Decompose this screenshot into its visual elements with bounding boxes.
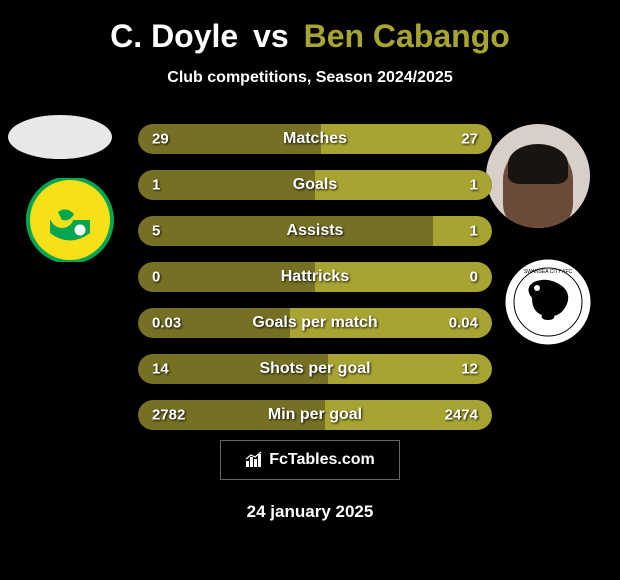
stat-value-left: 5 [152, 223, 160, 240]
stat-label: Matches [138, 130, 492, 148]
stat-label: Goals [138, 176, 492, 194]
stat-value-right: 0 [470, 269, 478, 286]
stat-row: Goals1 1 [138, 170, 492, 200]
stat-row: Assists5 1 [138, 216, 492, 246]
stat-value-right: 1 [470, 177, 478, 194]
title: C. Doyle vs Ben Cabango [10, 18, 610, 55]
comparison-card: C. Doyle vs Ben Cabango Club competition… [0, 0, 620, 580]
svg-text:SWANSEA CITY AFC: SWANSEA CITY AFC [524, 269, 573, 275]
vs-text: vs [253, 18, 289, 54]
stat-value-left: 2782 [152, 407, 185, 424]
stat-label: Goals per match [138, 314, 492, 332]
stat-row: Matches29 27 [138, 124, 492, 154]
stat-value-left: 29 [152, 131, 169, 148]
stat-value-left: 0.03 [152, 315, 181, 332]
stat-value-right: 0.04 [449, 315, 478, 332]
stat-value-left: 1 [152, 177, 160, 194]
stat-row: Goals per match0.03 0.04 [138, 308, 492, 338]
stat-value-right: 2474 [445, 407, 478, 424]
chart-icon [245, 450, 263, 471]
stat-row: Min per goal2782 2474 [138, 400, 492, 430]
player1-avatar [8, 115, 112, 159]
player1-name: C. Doyle [110, 18, 238, 54]
fctables-text: FcTables.com [269, 451, 375, 469]
player1-club-badge [20, 178, 120, 262]
date-text: 24 january 2025 [0, 502, 620, 522]
stat-row: Hattricks0 0 [138, 262, 492, 292]
player2-name: Ben Cabango [304, 18, 510, 54]
stat-label: Assists [138, 222, 492, 240]
player2-avatar [486, 124, 590, 228]
fctables-badge: FcTables.com [220, 440, 400, 480]
stat-value-left: 14 [152, 361, 169, 378]
stat-value-right: 1 [470, 223, 478, 240]
stat-label: Shots per goal [138, 360, 492, 378]
stat-row: Shots per goal14 12 [138, 354, 492, 384]
stat-value-left: 0 [152, 269, 160, 286]
stats-area: Matches2927Goals11Assists51Hattricks00Go… [138, 124, 492, 446]
stat-value-right: 27 [461, 131, 478, 148]
stat-label: Hattricks [138, 268, 492, 286]
stat-label: Min per goal [138, 406, 492, 424]
player2-club-badge: SWANSEA CITY AFC [504, 258, 592, 346]
subtitle: Club competitions, Season 2024/2025 [10, 69, 610, 87]
stat-value-right: 12 [461, 361, 478, 378]
